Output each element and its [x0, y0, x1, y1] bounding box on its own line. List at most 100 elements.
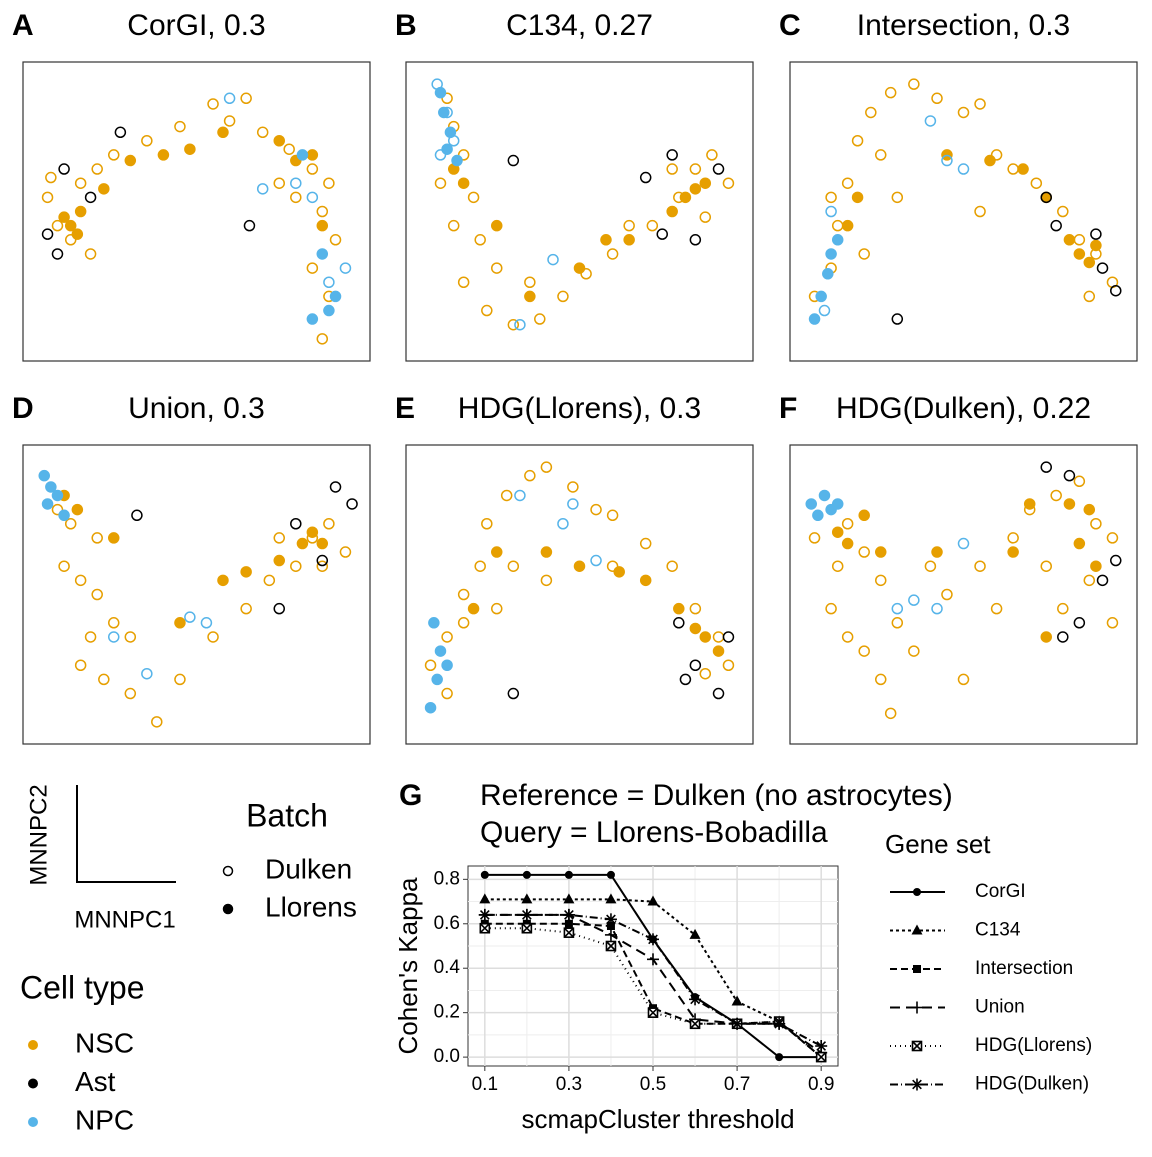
- scatter-point: [831, 526, 844, 538]
- scatter-point: [924, 115, 937, 127]
- scatter-point: [51, 248, 64, 260]
- scatter-point: [141, 135, 153, 147]
- scatter-point: [623, 219, 635, 232]
- scatter-point: [1057, 205, 1069, 218]
- panel-title: Intersection, 0.3: [857, 9, 1070, 42]
- scatter-point: [457, 149, 470, 161]
- scatter-point: [434, 149, 447, 161]
- scatter-point: [908, 78, 920, 90]
- scatter-point: [329, 481, 342, 493]
- scatter-point: [957, 673, 970, 686]
- legend-key-marker: [911, 924, 923, 935]
- scatter-point: [567, 498, 579, 510]
- scatter-point: [699, 631, 712, 643]
- scatter-point: [290, 560, 302, 572]
- chart-title: Reference = Dulken (no astrocytes): [480, 779, 953, 812]
- scatter-point: [51, 219, 64, 232]
- scatter-point: [457, 177, 470, 189]
- scatter-point: [1073, 537, 1086, 550]
- line-marker: [689, 928, 701, 939]
- scatter-point: [441, 143, 453, 155]
- scatter-point: [124, 631, 137, 643]
- scatter-point: [316, 219, 329, 232]
- scatter-point: [580, 268, 592, 280]
- line-marker: [563, 927, 575, 938]
- cell-type-legend-title: Cell type: [20, 969, 145, 1005]
- line-marker: [563, 893, 575, 904]
- scatter-point: [573, 560, 586, 572]
- scatter-point: [290, 177, 302, 189]
- scatter-point: [841, 219, 854, 232]
- scatter-point: [1040, 631, 1052, 643]
- panel-title: Union, 0.3: [128, 392, 265, 425]
- series-line: [484, 927, 822, 1058]
- scatter-point: [689, 183, 702, 195]
- scatter-point: [875, 574, 887, 587]
- scatter-point: [1063, 234, 1076, 246]
- scatter-point: [41, 498, 54, 510]
- scatter-point: [207, 98, 219, 110]
- scatter-point: [481, 304, 493, 317]
- axis-glyph-y-label: MNNPC2: [25, 784, 52, 885]
- cell-type-legend-label: NPC: [75, 1104, 134, 1135]
- scatter-point: [841, 518, 854, 530]
- scatter-point: [346, 498, 358, 510]
- scatter-point: [699, 667, 712, 680]
- scatter-point: [217, 126, 229, 139]
- scatter-point: [1106, 532, 1119, 544]
- scatter-point: [825, 205, 837, 218]
- line-marker: [647, 933, 659, 946]
- scatter-point: [467, 602, 480, 615]
- scatter-point: [441, 687, 453, 700]
- scatter-point: [931, 602, 943, 615]
- scatter-point: [491, 546, 503, 558]
- panel-label: C: [779, 9, 801, 42]
- scatter-point: [666, 149, 678, 161]
- scatter-point: [712, 645, 725, 657]
- scatter-point: [45, 481, 57, 493]
- scatter-point: [875, 149, 887, 161]
- scatter-point: [808, 532, 821, 544]
- cell-type-legend-key: [28, 1078, 38, 1089]
- scatter-point: [1040, 191, 1052, 204]
- scatter-point: [124, 154, 137, 167]
- scatter-point: [1073, 248, 1086, 260]
- scatter-point: [613, 566, 625, 578]
- legend-label: C134: [975, 920, 1021, 941]
- scatter-point: [841, 631, 854, 643]
- scatter-point: [908, 645, 920, 657]
- panel-label: B: [395, 9, 417, 42]
- scatter-point: [151, 716, 163, 728]
- line-marker: [520, 908, 533, 921]
- legend-label: HDG(Llorens): [975, 1035, 1092, 1056]
- scatter-point: [1057, 602, 1069, 615]
- scatter-point: [114, 126, 127, 139]
- axis-glyph-x-label: MNNPC1: [74, 906, 175, 933]
- scatter-point: [124, 687, 137, 700]
- batch-legend-label: Llorens: [265, 891, 357, 922]
- scatter-point: [108, 617, 120, 629]
- scatter-point: [447, 219, 460, 232]
- scatter-point: [646, 219, 659, 232]
- scatter-point: [1083, 256, 1096, 269]
- line-marker: [815, 1040, 828, 1052]
- scatter-point: [491, 262, 503, 274]
- scatter-point: [812, 509, 824, 522]
- scatter-point: [673, 617, 685, 629]
- x-tick-label: 0.9: [808, 1074, 834, 1095]
- line-marker: [522, 870, 531, 879]
- scatter-point: [1007, 546, 1019, 558]
- line-marker: [604, 928, 617, 941]
- scatter-point: [524, 276, 536, 288]
- y-tick-label: 0.6: [434, 913, 460, 934]
- scatter-point: [514, 318, 526, 331]
- scatter-point: [283, 143, 295, 155]
- scatter-point: [58, 560, 70, 572]
- scatter-point: [481, 518, 493, 530]
- line-marker: [480, 870, 489, 879]
- cell-type-legend-key: [28, 1117, 38, 1127]
- scatter-point: [273, 554, 285, 567]
- scatter-point: [858, 509, 870, 522]
- scatter-point: [639, 171, 652, 184]
